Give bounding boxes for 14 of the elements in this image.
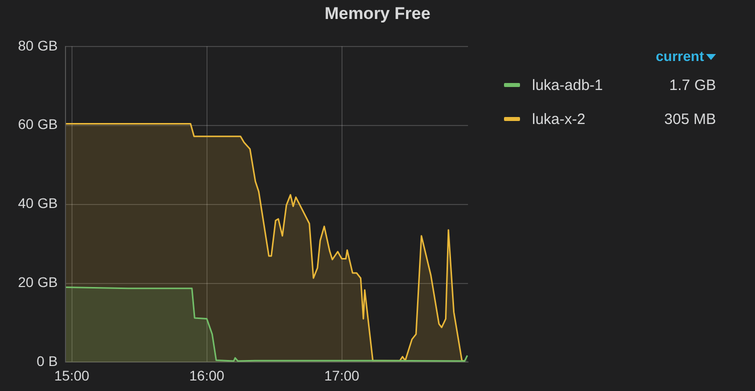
y-tick-label: 20 GB [18, 274, 58, 290]
y-tick-label: 60 GB [18, 116, 58, 132]
chart-title: Memory Free [324, 4, 432, 24]
legend-label: luka-adb-1 [532, 76, 604, 94]
y-tick-label: 40 GB [18, 195, 58, 212]
y-tick-label: 0 B [36, 353, 58, 370]
y-tick-label: 80 GB [18, 37, 58, 54]
legend-label: luka-x-2 [532, 110, 586, 128]
text: 1.7 GB [669, 76, 716, 94]
x-tick-label: 17:00 [324, 367, 360, 384]
text: 305 MB [664, 110, 716, 128]
x-tick-label: 16:00 [189, 367, 224, 384]
legend-title: current [654, 48, 705, 64]
x-tick-label: 15:00 [54, 367, 90, 384]
